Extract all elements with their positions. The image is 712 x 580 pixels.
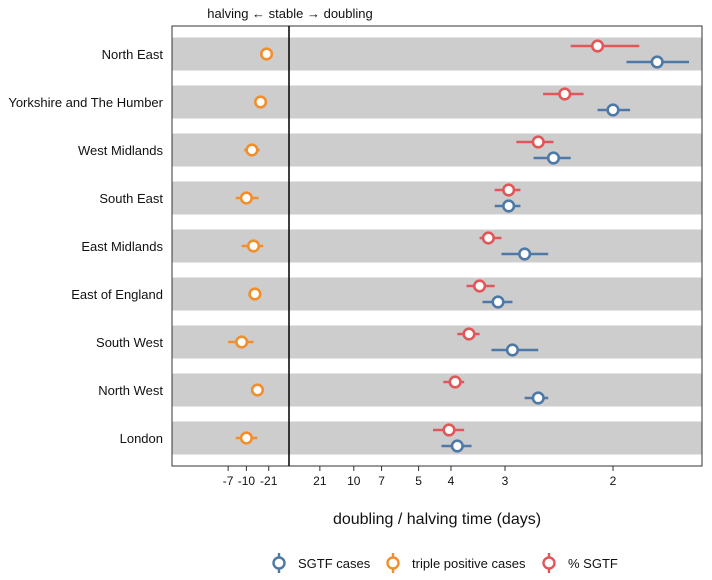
x-tick-label: 4 [448, 474, 455, 488]
point-sgtf-cases-yorkshire-and-the-humber [597, 103, 631, 117]
x-tick-label: -21 [260, 474, 278, 488]
row-band-london [172, 421, 702, 455]
point-sgtf-south-east [494, 183, 521, 197]
x-tick-label: -10 [238, 474, 256, 488]
x-axis-ticks: -7 -10 -21 21 10 7 5 4 3 2 [223, 466, 617, 488]
plot-panel-border [171, 25, 703, 467]
row-band-west-midlands [172, 133, 702, 167]
x-tick-label: 3 [502, 474, 509, 488]
point-marker [481, 231, 495, 245]
category-label-north-east: North East [102, 47, 164, 62]
point-marker [450, 439, 464, 453]
x-axis-title: doubling / halving time (days) [333, 511, 541, 528]
point-marker [531, 391, 545, 405]
point-marker [259, 47, 274, 61]
point-marker [546, 151, 561, 165]
point-marker [239, 431, 253, 445]
point-marker [254, 95, 268, 109]
legend-key-marker [542, 556, 556, 570]
point-triple-positive-cases-north-west [250, 383, 265, 397]
point-sgtf-south-west [457, 327, 480, 341]
point-marker [246, 239, 261, 253]
point-sgtf-london [433, 423, 465, 437]
point-triple-positive-cases-south-west [228, 335, 254, 349]
point-marker [442, 423, 456, 437]
x-tick-label: 10 [347, 474, 361, 488]
point-sgtf-cases-london [441, 439, 472, 453]
point-marker [472, 279, 487, 293]
point-sgtf-cases-east-of-england [482, 295, 513, 309]
point-sgtf-cases-south-west [491, 343, 539, 357]
point-marker [558, 87, 572, 101]
row-band-yorkshire-and-the-humber [172, 85, 702, 119]
legend-label: SGTF cases [298, 556, 371, 571]
point-marker [650, 55, 664, 69]
category-labels: North East Yorkshire and The Humber West M… [8, 47, 163, 446]
point-marker [245, 143, 259, 157]
point-sgtf-cases-north-east [626, 55, 689, 69]
legend-label: % SGTF [568, 556, 618, 571]
point-marker [462, 327, 476, 341]
point-marker [590, 39, 605, 53]
x-tick-label: 5 [415, 474, 422, 488]
category-label-yorkshire-and-the-humber: Yorkshire and The Humber [8, 95, 163, 110]
data-marks [228, 39, 689, 453]
point-marker [448, 375, 462, 389]
legend-key-marker [386, 556, 400, 570]
point-marker [606, 103, 620, 117]
point-triple-positive-cases-london [235, 431, 258, 445]
category-label-north-west: North West [98, 383, 163, 398]
point-marker [235, 335, 249, 349]
point-triple-positive-cases-north-east [259, 47, 274, 61]
category-label-east-of-england: East of England [71, 287, 163, 302]
point-marker [518, 247, 532, 261]
direction-annotation: halving ← stable → doubling [207, 6, 373, 21]
legend-item-triple-positive-cases: triple positive cases [386, 553, 526, 573]
point-sgtf-cases-west-midlands [533, 151, 571, 165]
point-marker [250, 383, 265, 397]
legend-key-marker [272, 556, 286, 570]
point-sgtf-cases-south-east [494, 199, 521, 213]
point-marker [531, 135, 545, 149]
row-band-south-west [172, 325, 702, 359]
point-triple-positive-cases-east-midlands [241, 239, 264, 253]
category-label-east-midlands: East Midlands [81, 239, 163, 254]
x-tick-label: 21 [313, 474, 327, 488]
point-marker [502, 199, 516, 213]
point-triple-positive-cases-east-of-england [248, 287, 262, 301]
point-triple-positive-cases-yorkshire-and-the-humber [254, 95, 268, 109]
legend-label: triple positive cases [412, 556, 526, 571]
category-label-south-west: South West [96, 335, 163, 350]
point-sgtf-north-east [570, 39, 640, 53]
point-sgtf-east-of-england [466, 279, 495, 293]
point-marker [502, 183, 516, 197]
x-tick-label: 7 [378, 474, 385, 488]
point-marker [491, 295, 505, 309]
category-label-south-east: South East [99, 191, 163, 206]
x-tick-label: 2 [610, 474, 617, 488]
point-marker [505, 343, 520, 357]
point-sgtf-north-west [443, 375, 465, 389]
legend-item-sgtf-cases: SGTF cases [272, 553, 371, 573]
point-triple-positive-cases-south-east [235, 191, 259, 205]
point-sgtf-yorkshire-and-the-humber [543, 87, 584, 101]
legend-item-sgtf: % SGTF [542, 553, 618, 573]
point-sgtf-west-midlands [516, 135, 554, 149]
x-tick-label: -7 [223, 474, 234, 488]
point-sgtf-cases-east-midlands [501, 247, 549, 261]
row-band-south-east [172, 181, 702, 215]
point-triple-positive-cases-west-midlands [244, 143, 260, 157]
legend: SGTF cases triple positive cases % SGTF [272, 553, 618, 573]
point-marker [248, 287, 262, 301]
point-sgtf-cases-north-west [524, 391, 549, 405]
category-label-london: London [120, 431, 163, 446]
row-band-north-east [172, 37, 702, 71]
category-label-west-midlands: West Midlands [78, 143, 164, 158]
point-marker [239, 191, 253, 205]
point-sgtf-east-midlands [479, 231, 502, 245]
